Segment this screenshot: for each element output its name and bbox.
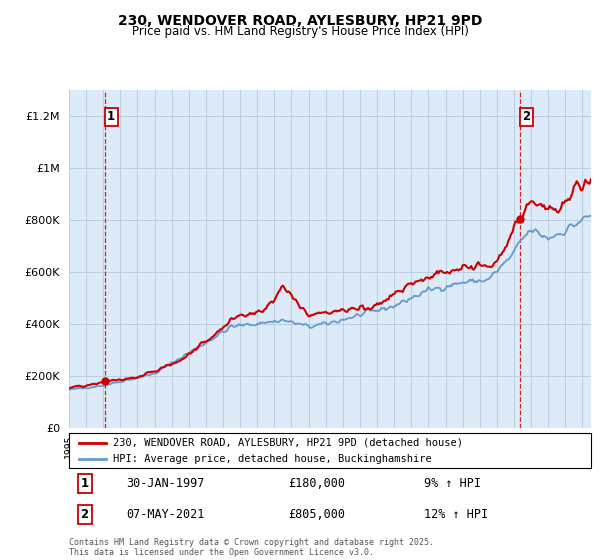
Text: HPI: Average price, detached house, Buckinghamshire: HPI: Average price, detached house, Buck…	[113, 454, 432, 464]
Text: Price paid vs. HM Land Registry's House Price Index (HPI): Price paid vs. HM Land Registry's House …	[131, 25, 469, 38]
Text: £805,000: £805,000	[288, 508, 345, 521]
Text: 12% ↑ HPI: 12% ↑ HPI	[424, 508, 488, 521]
Text: 2: 2	[80, 508, 89, 521]
Text: 2: 2	[523, 110, 530, 123]
Text: 1: 1	[107, 110, 115, 123]
Text: 30-JAN-1997: 30-JAN-1997	[127, 477, 205, 490]
Text: 230, WENDOVER ROAD, AYLESBURY, HP21 9PD (detached house): 230, WENDOVER ROAD, AYLESBURY, HP21 9PD …	[113, 437, 463, 447]
Text: £180,000: £180,000	[288, 477, 345, 490]
Text: 1: 1	[80, 477, 89, 490]
Text: 230, WENDOVER ROAD, AYLESBURY, HP21 9PD: 230, WENDOVER ROAD, AYLESBURY, HP21 9PD	[118, 14, 482, 28]
Text: 9% ↑ HPI: 9% ↑ HPI	[424, 477, 481, 490]
Text: Contains HM Land Registry data © Crown copyright and database right 2025.
This d: Contains HM Land Registry data © Crown c…	[69, 538, 434, 557]
Text: 07-MAY-2021: 07-MAY-2021	[127, 508, 205, 521]
